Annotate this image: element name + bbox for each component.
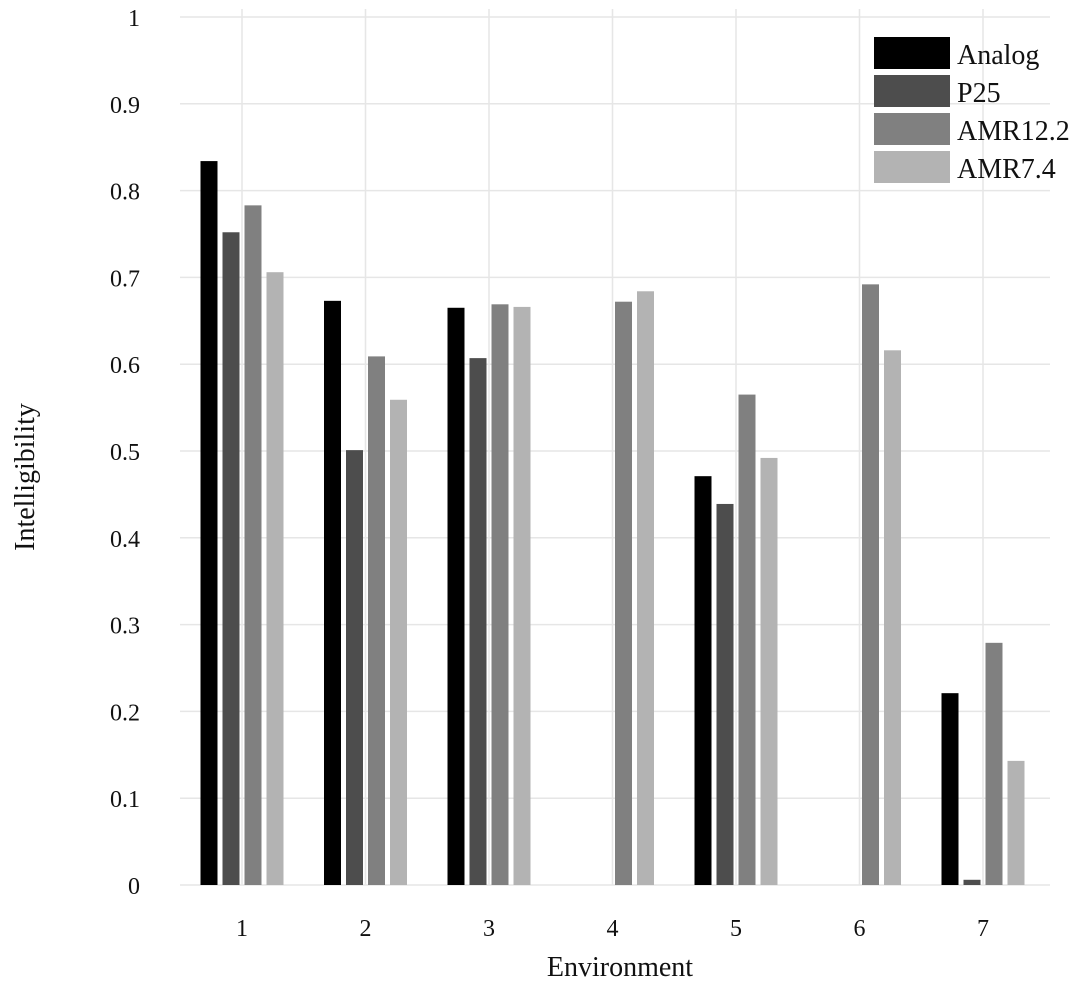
bar-analog-env-7 bbox=[941, 693, 959, 885]
bar-p25-env-1 bbox=[222, 232, 240, 885]
bar-p25-env-7 bbox=[963, 879, 981, 885]
y-axis-label: Intelligibility bbox=[10, 403, 41, 551]
bars bbox=[200, 161, 1025, 886]
bar-analog-env-2 bbox=[324, 300, 341, 885]
x-axis-label: Environment bbox=[547, 952, 693, 980]
bar-amr12-2-env-1 bbox=[244, 205, 262, 885]
y-tick-label: 0.4 bbox=[110, 527, 140, 553]
legend-swatch-p25 bbox=[874, 75, 950, 107]
bar-amr12-2-env-7 bbox=[985, 642, 1003, 885]
bar-amr7-4-env-4 bbox=[637, 291, 654, 886]
bar-amr7-4-env-6 bbox=[884, 350, 901, 885]
x-tick-label: 6 bbox=[854, 916, 866, 942]
y-tick-label: 0.5 bbox=[110, 440, 140, 466]
bar-amr7-4-env-2 bbox=[390, 399, 407, 885]
bar-amr12-2-env-6 bbox=[862, 284, 879, 885]
legend-label-analog: Analog bbox=[957, 40, 1039, 71]
bar-p25-env-2 bbox=[346, 450, 363, 885]
y-tick-label: 0.1 bbox=[110, 787, 140, 813]
x-tick-label: 1 bbox=[236, 916, 248, 942]
y-tick-label: 1 bbox=[128, 6, 140, 32]
bar-amr12-2-env-2 bbox=[368, 356, 385, 885]
y-tick-label: 0.7 bbox=[110, 266, 140, 292]
y-tick-label: 0 bbox=[128, 874, 140, 900]
y-tick-label: 0.6 bbox=[110, 353, 140, 379]
y-tick-label: 0.8 bbox=[110, 180, 140, 206]
legend-label-amr12-2: AMR12.2 bbox=[957, 116, 1070, 147]
bar-amr12-2-env-3 bbox=[491, 304, 509, 886]
bar-amr7-4-env-3 bbox=[513, 306, 531, 885]
bar-analog-env-1 bbox=[200, 161, 218, 885]
bar-amr7-4-env-1 bbox=[266, 272, 284, 885]
bar-p25-env-3 bbox=[469, 358, 487, 885]
legend-label-amr7-4: AMR7.4 bbox=[957, 154, 1056, 185]
bar-amr12-2-env-4 bbox=[615, 301, 632, 886]
bar-analog-env-5 bbox=[694, 476, 712, 885]
bar-amr12-2-env-5 bbox=[738, 394, 756, 885]
y-tick-labels: 0 0.1 0.2 0.3 0.4 0.5 0.6 0.7 0.8 0.9 1 bbox=[110, 6, 140, 900]
y-tick-label: 0.2 bbox=[110, 700, 140, 726]
bar-amr7-4-env-5 bbox=[760, 457, 778, 885]
bar-amr7-4-env-7 bbox=[1007, 760, 1025, 885]
y-tick-label: 0.9 bbox=[110, 93, 140, 119]
x-tick-labels: 1 2 3 4 5 6 7 bbox=[236, 916, 989, 942]
x-tick-label: 7 bbox=[977, 916, 989, 942]
bar-analog-env-3 bbox=[447, 307, 465, 885]
legend: Analog P25 AMR12.2 AMR7.4 bbox=[874, 37, 1070, 185]
bar-p25-env-5 bbox=[716, 503, 734, 885]
legend-label-p25: P25 bbox=[957, 78, 1001, 109]
x-tick-label: 2 bbox=[360, 916, 372, 942]
legend-swatch-amr12-2 bbox=[874, 113, 950, 145]
x-tick-label: 4 bbox=[607, 916, 619, 942]
legend-swatch-amr7-4 bbox=[874, 151, 950, 183]
y-tick-label: 0.3 bbox=[110, 614, 140, 640]
x-tick-label: 3 bbox=[483, 916, 495, 942]
x-tick-label: 5 bbox=[730, 916, 742, 942]
legend-swatch-analog bbox=[874, 37, 950, 69]
